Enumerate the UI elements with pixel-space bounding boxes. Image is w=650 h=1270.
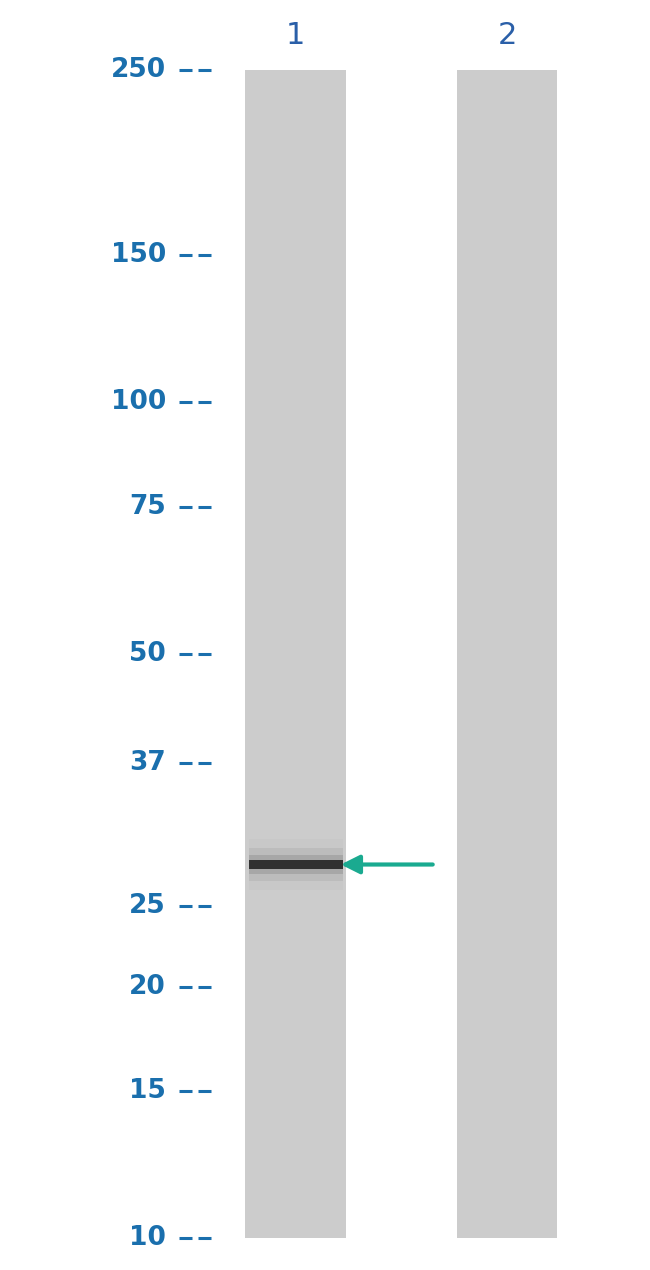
Text: 15: 15 [129, 1078, 166, 1104]
Bar [246, 70, 346, 1238]
Text: 100: 100 [111, 390, 166, 415]
Text: 10: 10 [129, 1226, 166, 1251]
Text: 37: 37 [129, 751, 166, 776]
Bar [456, 70, 558, 1238]
Text: 75: 75 [129, 494, 166, 519]
Text: 25: 25 [129, 893, 166, 918]
Text: 20: 20 [129, 974, 166, 999]
Bar [248, 855, 343, 874]
Text: 2: 2 [497, 22, 517, 50]
Text: 50: 50 [129, 641, 166, 667]
Text: 150: 150 [111, 243, 166, 268]
Text: 1: 1 [286, 22, 306, 50]
Bar [248, 860, 343, 869]
Bar [248, 838, 343, 890]
Text: 250: 250 [111, 57, 166, 83]
Bar [248, 848, 343, 881]
